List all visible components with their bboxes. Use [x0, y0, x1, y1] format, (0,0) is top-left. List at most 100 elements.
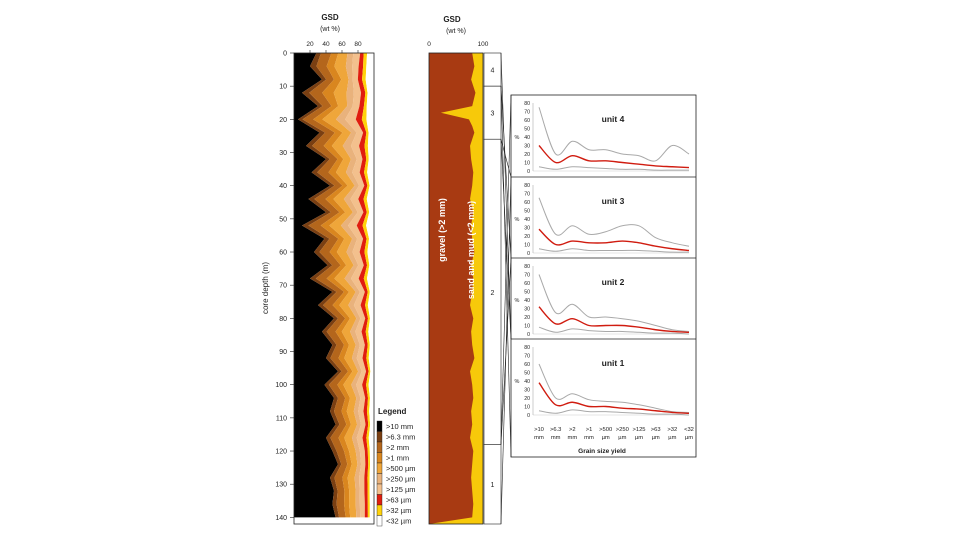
- panel-y-tick-label: 70: [524, 272, 530, 278]
- gsd-classes-subtitle: (wt %): [320, 26, 340, 33]
- category-label: >6.3 mm: [550, 427, 561, 441]
- panel-y-tick-label: 50: [524, 208, 530, 214]
- mean-curve: [538, 228, 690, 252]
- connector-line: [500, 86, 512, 259]
- panel-y-tick-label: 0: [527, 251, 530, 257]
- gravel-sand-frame: [428, 52, 484, 525]
- panel-title: unit 1: [602, 358, 625, 368]
- connector-line: [500, 52, 512, 340]
- y-tick-label: 40: [279, 183, 287, 190]
- unit-panel: 0 10 20 30 40 50 60 70 80% unit 2: [511, 257, 696, 338]
- min-curve: [538, 409, 690, 416]
- legend-swatch: [376, 473, 383, 485]
- category-label: >10 mm: [534, 427, 544, 441]
- category-label: <32 µm: [684, 427, 694, 441]
- panel-y-axis-label: %: [515, 135, 520, 141]
- depth-axis-label: core depth (m): [261, 262, 270, 314]
- panel-y-tick-label: 20: [524, 234, 530, 240]
- panel-y-tick-label: 10: [524, 323, 530, 329]
- panel-y-tick-label: 10: [524, 404, 530, 410]
- category-label: >500 µm: [599, 427, 612, 441]
- panel-title: unit 3: [602, 196, 625, 206]
- panel-y-tick-label: 40: [524, 135, 530, 141]
- panel-y-tick-label: 30: [524, 225, 530, 231]
- y-tick-label: 30: [279, 150, 287, 157]
- unit-yield-panels: 0 10 20 30 40 50 60 70 80% unit 4 0 10 20 30 40 50 60 70 8…: [511, 101, 696, 419]
- x-tick-label: 40: [322, 41, 330, 48]
- gravel-area: [429, 53, 476, 524]
- legend-label: >6.3 mm: [386, 433, 415, 442]
- y-tick-label: 140: [275, 515, 287, 522]
- panel-title: unit 4: [602, 114, 625, 124]
- panel-y-tick-label: 60: [524, 200, 530, 206]
- panel-y-tick-label: 10: [524, 160, 530, 166]
- mean-curve: [538, 145, 690, 169]
- y-tick-label: 10: [279, 84, 287, 91]
- panel-y-tick-label: 20: [524, 315, 530, 321]
- panel-y-tick-label: 50: [524, 289, 530, 295]
- legend-swatch: [376, 462, 383, 474]
- y-tick-label: 90: [279, 349, 287, 356]
- panel-y-tick-label: 0: [527, 332, 530, 338]
- panel-y-tick-label: 60: [524, 281, 530, 287]
- gsd-classes-panel: GSD (wt %) 20 40 60 80 0 10 20 30 40 50 60 70 80 90 1…: [261, 13, 416, 527]
- gsd-classes-areas: [294, 53, 372, 518]
- y-tick-label: 120: [275, 449, 287, 456]
- panel-y-tick-label: 0: [527, 413, 530, 419]
- x-tick-label: 80: [354, 41, 362, 48]
- y-tick-label: 70: [279, 283, 287, 290]
- class-area-3: [313, 53, 353, 518]
- grain-size-axis-label: Grain size yield: [578, 448, 626, 455]
- connector-line: [500, 86, 512, 458]
- sand-mud-series-label: sand and mud (<2 mm): [466, 201, 476, 299]
- panel-y-tick-label: 40: [524, 379, 530, 385]
- y-tick-label: 0: [283, 51, 287, 58]
- class-area-7: [355, 53, 369, 518]
- grain-size-categories: >10 mm >6.3 mm >2 mm >1 mm >500 µm >250 µm>125 µm >63…: [534, 427, 694, 441]
- max-curve: [538, 107, 690, 162]
- x-tick-label: 60: [338, 41, 346, 48]
- min-curve: [538, 248, 690, 253]
- legend-items: >10 mm >6.3 mm>2 mm >1 mm>500 µm >250 µm>12…: [376, 420, 416, 527]
- y-tick-label: 20: [279, 117, 287, 124]
- legend-label: <32 µm: [386, 517, 411, 526]
- gsd-classes-x-ticks: 20 40 60 80: [306, 41, 362, 53]
- panel-y-tick-label: 80: [524, 345, 530, 351]
- panel-y-tick-label: 60: [524, 118, 530, 124]
- legend-label: >125 µm: [386, 485, 416, 494]
- depth-axis: 0 10 20 30 40 50 60 70 80 90 100 110 120 130 140: [275, 51, 294, 522]
- legend-swatch: [376, 452, 383, 464]
- unit-connectors: [500, 52, 512, 525]
- x-tick-label: 100: [478, 41, 489, 48]
- unit-yield-frame: [510, 94, 697, 458]
- panel-title: unit 2: [602, 277, 625, 287]
- gravel-sand-panel: GSD (wt %) 0 100 gravel (>2 mm) sand and …: [427, 15, 502, 525]
- legend-swatch: [376, 494, 383, 506]
- y-tick-label: 60: [279, 250, 287, 257]
- category-label: >1 mm: [584, 427, 594, 441]
- max-curve: [538, 363, 690, 413]
- panel-y-tick-label: 80: [524, 183, 530, 189]
- legend-swatch: [376, 504, 383, 516]
- gravel-sand-x-ticks: 0 100: [427, 41, 489, 48]
- y-tick-label: 100: [275, 382, 287, 389]
- panel-y-tick-label: 70: [524, 109, 530, 115]
- y-tick-label: 80: [279, 316, 287, 323]
- class-area-0: [294, 53, 338, 518]
- panel-y-tick-label: 50: [524, 126, 530, 132]
- class-area-5: [336, 53, 362, 518]
- gsd-classes-title: GSD: [321, 13, 339, 22]
- panel-y-tick-label: 80: [524, 101, 530, 107]
- legend-title: Legend: [378, 407, 407, 416]
- legend-swatch: [376, 441, 383, 453]
- panel-y-tick-label: 40: [524, 217, 530, 223]
- legend-label: >1 mm: [386, 454, 409, 463]
- legend-swatch: [376, 420, 383, 432]
- connector-line: [500, 139, 512, 340]
- panel-y-tick-label: 0: [527, 169, 530, 175]
- class-area-9: [365, 53, 372, 518]
- panel-y-tick-label: 70: [524, 191, 530, 197]
- gravel-sand-areas: [429, 53, 483, 524]
- max-curve: [538, 197, 690, 247]
